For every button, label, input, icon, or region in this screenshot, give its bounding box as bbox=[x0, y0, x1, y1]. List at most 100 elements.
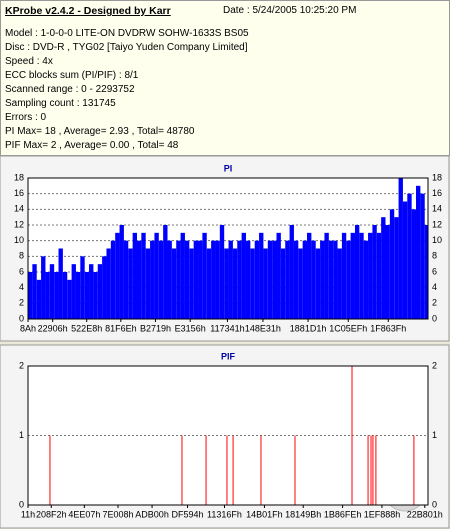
x-tick-label: 208F2h bbox=[36, 509, 67, 519]
pi-bar bbox=[416, 185, 421, 319]
info-line: Model : 1-0-0-0 LITE-ON DVDRW SOHW-1633S… bbox=[5, 28, 249, 39]
pi-bar bbox=[189, 248, 194, 319]
pi-bar bbox=[84, 272, 90, 319]
info-line: PIF Max= 2 , Average= 0.00 , Total= 48 bbox=[5, 140, 179, 151]
info-line: ECC blocks sum (PI/PIF) : 8/1 bbox=[5, 70, 139, 81]
pi-bar bbox=[398, 178, 403, 319]
y2-tick-label: 16 bbox=[432, 188, 442, 198]
x-tick-label: 148E31h bbox=[245, 323, 281, 333]
pi-bar bbox=[215, 240, 220, 319]
pi-bar bbox=[67, 279, 72, 319]
pi-bar bbox=[206, 248, 212, 319]
chart-title: PIF bbox=[221, 351, 236, 361]
pi-bar bbox=[389, 209, 395, 319]
chart-title: PI bbox=[224, 163, 233, 173]
pi-bar bbox=[41, 256, 46, 319]
x-tick-label: 4EE07h bbox=[68, 509, 100, 519]
pi-bar bbox=[350, 232, 355, 319]
pi-bar bbox=[302, 240, 308, 319]
pi-bar bbox=[298, 248, 303, 319]
pi-bar bbox=[394, 217, 399, 319]
pi-bar bbox=[411, 209, 417, 319]
y-tick-label: 16 bbox=[14, 188, 24, 198]
pi-bar bbox=[363, 240, 369, 319]
pi-bar bbox=[119, 225, 124, 319]
pi-bar bbox=[97, 264, 103, 319]
pi-bar bbox=[202, 232, 207, 319]
x-tick-label: 22B801h bbox=[407, 509, 443, 519]
y2-tick-label: 1 bbox=[432, 430, 437, 440]
y2-tick-label: 14 bbox=[432, 204, 442, 214]
plot-frame bbox=[27, 177, 429, 320]
pi-bar bbox=[381, 217, 386, 319]
app-title: KProbe v2.4.2 - Designed by Karr bbox=[5, 5, 171, 17]
pi-bar bbox=[376, 232, 382, 319]
pi-bar bbox=[237, 240, 242, 319]
x-tick-label: 11h bbox=[21, 509, 35, 519]
info-line: PI Max= 18 , Average= 2.93 , Total= 4878… bbox=[5, 126, 195, 137]
y-tick-label: 12 bbox=[14, 219, 24, 229]
info-line: Disc : DVD-R , TYG02 [Taiyo Yuden Compan… bbox=[5, 42, 248, 53]
y-tick-label: 18 bbox=[14, 172, 24, 182]
pi-bar bbox=[110, 240, 116, 319]
pi-bar bbox=[193, 240, 199, 319]
x-tick-label: 18149Bh bbox=[285, 509, 321, 519]
pi-bar bbox=[241, 232, 246, 319]
x-tick-label: ADB00h bbox=[135, 509, 169, 519]
x-tick-label: 1EF888h bbox=[364, 509, 401, 519]
info-panel: KProbe v2.4.2 - Designed by Karr Date : … bbox=[0, 0, 450, 156]
pi-bar bbox=[368, 232, 373, 319]
pi-bar bbox=[102, 256, 107, 319]
x-tick-label: 1881D1h bbox=[290, 323, 327, 333]
pi-bar bbox=[93, 272, 98, 319]
pi-bar bbox=[28, 272, 33, 319]
x-tick-label: 14B01Fh bbox=[246, 509, 283, 519]
x-tick-label: 1F863Fh bbox=[370, 323, 406, 333]
pi-bar bbox=[45, 272, 50, 319]
x-tick-label: 22906h bbox=[38, 323, 68, 333]
pi-bar bbox=[359, 232, 364, 319]
scan-date: Date : 5/24/2005 10:25:20 PM bbox=[223, 5, 357, 16]
pi-bar bbox=[132, 232, 137, 319]
x-tick-label: 117341h bbox=[210, 323, 244, 333]
pi-bar bbox=[141, 232, 146, 319]
pi-bar bbox=[167, 240, 172, 319]
y2-tick-label: 10 bbox=[432, 235, 442, 245]
pi-bar bbox=[285, 240, 290, 319]
pi-bar bbox=[150, 240, 155, 319]
info-line: Sampling count : 131745 bbox=[5, 98, 116, 109]
pi-bar bbox=[211, 240, 216, 319]
pi-bar bbox=[337, 248, 342, 319]
y2-tick-label: 12 bbox=[432, 219, 442, 229]
x-tick-label: B2719h bbox=[140, 323, 171, 333]
pi-bar bbox=[311, 240, 316, 319]
pi-bar bbox=[71, 264, 76, 319]
x-tick-label: 7E008h bbox=[102, 509, 133, 519]
pi-bar bbox=[224, 248, 229, 319]
pi-bar bbox=[158, 240, 164, 319]
pi-bar bbox=[254, 240, 260, 319]
x-tick-label: 11316Fh bbox=[207, 509, 242, 519]
pi-bar bbox=[106, 248, 111, 319]
pi-bar bbox=[280, 248, 286, 319]
pi-bar bbox=[307, 232, 312, 319]
pi-bar bbox=[420, 193, 425, 319]
pi-bar bbox=[293, 240, 299, 319]
y2-tick-label: 0 bbox=[432, 499, 437, 509]
x-tick-label: E3156h bbox=[175, 323, 206, 333]
pi-bar bbox=[250, 248, 255, 319]
y-tick-label: 14 bbox=[14, 204, 24, 214]
x-tick-label: 1B86FEh bbox=[324, 509, 362, 519]
y2-tick-label: 6 bbox=[432, 266, 437, 276]
y-tick-label: 1 bbox=[19, 430, 24, 440]
pi-bar bbox=[75, 272, 81, 319]
pi-bar bbox=[62, 272, 68, 319]
pi-bar bbox=[123, 240, 129, 319]
y2-tick-label: 0 bbox=[432, 313, 437, 323]
pi-bar bbox=[407, 193, 412, 319]
y2-tick-label: 2 bbox=[432, 360, 437, 370]
y-tick-label: 4 bbox=[19, 282, 24, 292]
pi-bar bbox=[228, 240, 233, 319]
pi-bar bbox=[328, 240, 334, 319]
